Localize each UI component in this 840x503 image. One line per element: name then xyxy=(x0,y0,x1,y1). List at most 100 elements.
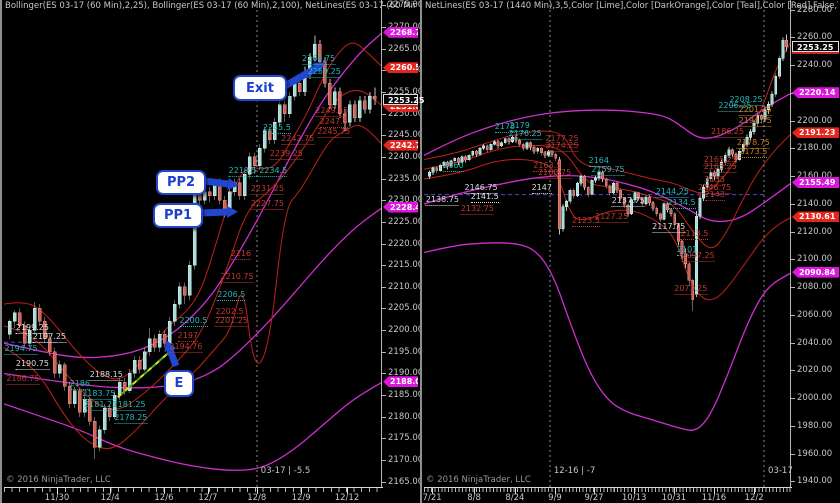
time-axis[interactable]: 11/30 12/4 12/6 12/7 12/8 12/9 12/12 xyxy=(4,487,383,503)
candle-body xyxy=(77,390,82,413)
price-tick xyxy=(382,373,386,375)
candle-body xyxy=(467,155,471,160)
netline-price-label: 2227.75 xyxy=(250,198,284,210)
time-tick xyxy=(346,488,348,494)
bollinger-100-middle xyxy=(4,206,383,389)
candle-body xyxy=(669,209,673,214)
netline-price-label: 2181.25 xyxy=(112,400,146,412)
price-tick-label: 2200.00 xyxy=(388,325,424,336)
candle-body xyxy=(62,364,67,387)
chart-canvas[interactable] xyxy=(424,0,792,487)
time-axis[interactable]: 7/21 8/8 8/24 9/9 9/27 10/13 10/31 11/16 12/2 xyxy=(423,487,792,503)
price-marker: 2155.49 xyxy=(792,176,839,188)
price-tick xyxy=(382,156,386,158)
annotation-arrowhead[interactable] xyxy=(227,178,239,190)
price-tick-label: 2260.00 xyxy=(797,32,833,43)
price-chart-60min[interactable]: 03-17 | -5.5 2199.25 2197.25 2190.75 2188.15… xyxy=(4,0,383,487)
price-marker: 2242.71 xyxy=(383,139,418,151)
candle-body xyxy=(684,253,688,264)
annotation-pp2[interactable]: PP2 xyxy=(156,170,206,195)
netline-price-label: 2242.75 xyxy=(281,133,315,145)
time-tick xyxy=(594,488,596,494)
price-tick-label: 2275.00 xyxy=(388,0,424,11)
panel-title: NetLines(ES 03-17 (1440 Min),3,5,Color [… xyxy=(425,1,838,11)
time-tick xyxy=(673,488,675,494)
rollover-label: 03-17 | -5.5 xyxy=(260,466,311,476)
price-axis[interactable]: 2275.002270.002265.002260.002255.002250.… xyxy=(381,0,424,487)
netline-price-label: 2245.75 xyxy=(317,127,351,139)
price-marker: 2228.42 xyxy=(383,201,418,213)
annotation-e[interactable]: E xyxy=(164,370,194,397)
candle-body xyxy=(428,171,431,177)
annotation-arrow[interactable] xyxy=(283,64,318,90)
candle-body xyxy=(521,144,525,149)
price-tick xyxy=(382,395,386,397)
candle-body xyxy=(738,150,742,160)
netline-price-label: 2179 xyxy=(509,121,530,133)
chart-canvas[interactable] xyxy=(4,0,383,487)
candle-body xyxy=(52,351,57,374)
price-tick xyxy=(791,314,795,316)
netline-price-label: 2216 xyxy=(230,248,252,260)
candle-body xyxy=(27,329,32,344)
candle-body xyxy=(554,153,558,159)
price-axis[interactable]: 2280.002260.002240.002220.002200.002180.… xyxy=(790,0,840,487)
price-tick-label: 2230.00 xyxy=(388,195,424,206)
candle-body xyxy=(676,224,680,242)
netline-price-label: 2231.25 xyxy=(250,183,284,195)
candle-body xyxy=(97,429,102,448)
netline-price-label: 2210.75 xyxy=(220,272,254,284)
price-tick xyxy=(382,178,386,180)
price-tick-label: 2170.00 xyxy=(388,455,424,466)
price-tick-label: 2235.00 xyxy=(388,173,424,184)
netline-price-label: 2117.75 xyxy=(652,221,686,233)
annotation-arrowhead[interactable] xyxy=(226,206,238,218)
candle-body xyxy=(525,142,529,149)
annotation-pp1[interactable]: PP1 xyxy=(153,203,203,228)
netline-price-label: 2249.45 xyxy=(315,105,349,117)
candle-body xyxy=(500,142,504,146)
time-tick-label: 8/24 xyxy=(505,493,525,503)
price-tick xyxy=(382,416,386,418)
time-tick xyxy=(57,488,59,494)
netline-price-label: 2247.5 xyxy=(319,116,348,128)
candle-body xyxy=(474,150,478,155)
price-tick-label: 2280.00 xyxy=(797,4,833,15)
candle-body xyxy=(568,189,572,202)
time-tick-label: 10/13 xyxy=(621,493,647,503)
price-tick xyxy=(382,200,386,202)
annotation-arrow[interactable] xyxy=(200,208,228,217)
price-chart-daily[interactable]: 12-16 | -7 03-17 | -5.5 2160 217821792176.2… xyxy=(424,0,792,487)
time-tick-label: 12/2 xyxy=(744,493,764,503)
candle-body xyxy=(42,321,47,340)
time-tick xyxy=(256,488,258,494)
netline-price-label: 2123.5 xyxy=(571,216,600,228)
price-tick-label: 2240.00 xyxy=(797,60,833,71)
netline-price-label: 2194.75 xyxy=(4,343,38,355)
annotation-arrowhead[interactable] xyxy=(312,62,326,74)
annotation-arrowhead[interactable] xyxy=(164,339,176,353)
price-tick xyxy=(382,460,386,462)
candle-body xyxy=(92,420,97,448)
candle-body xyxy=(752,123,756,133)
chart-panel-daily[interactable]: NetLines(ES 03-17 (1440 Min),3,5,Color [… xyxy=(420,0,840,503)
price-tick xyxy=(382,113,386,115)
annotation-exit[interactable]: Exit xyxy=(233,75,287,101)
price-tick-label: 2180.00 xyxy=(797,143,833,154)
chart-panel-60min[interactable]: Bollinger(ES 03-17 (60 Min),2,25), Bolli… xyxy=(0,0,424,503)
price-tick xyxy=(791,65,795,67)
netline-price-label: 2163.5 xyxy=(533,160,562,172)
annotation-arrow[interactable] xyxy=(203,177,229,188)
price-tick-label: 2120.00 xyxy=(797,226,833,237)
candle-body xyxy=(435,167,439,171)
candle-body xyxy=(640,198,644,205)
price-tick-label: 2220.00 xyxy=(388,238,424,249)
candle-body xyxy=(485,145,489,151)
bollinger-100-lower xyxy=(4,381,383,471)
price-tick xyxy=(791,120,795,122)
price-marker: 2090.84 xyxy=(792,266,839,278)
netline-price-label: 2160 xyxy=(443,160,464,172)
price-tick xyxy=(791,453,795,455)
price-tick-label: 2175.00 xyxy=(388,433,424,444)
netline-price-label: 2132.75 xyxy=(460,203,494,215)
